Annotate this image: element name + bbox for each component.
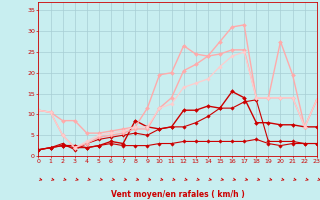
Text: Vent moyen/en rafales ( km/h ): Vent moyen/en rafales ( km/h ) xyxy=(111,190,244,199)
